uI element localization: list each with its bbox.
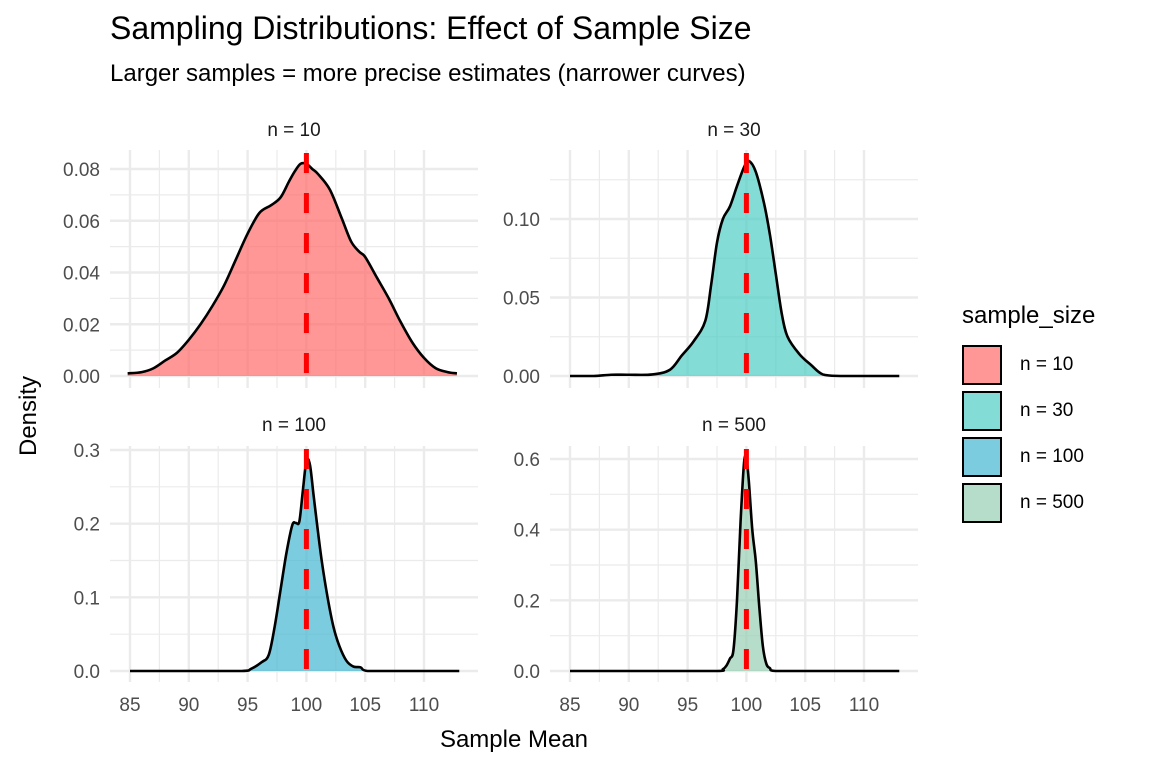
x-tick-label: 110: [409, 695, 439, 716]
y-tick-label: 0.2: [514, 591, 540, 612]
x-tick-label: 90: [618, 695, 639, 716]
density-area: [127, 163, 457, 376]
y-tick-label: 0.0: [514, 662, 540, 683]
facet-panel-n10: 0.00 0.02 0.04 0.06 0.08 n = 10: [63, 120, 478, 388]
legend-title: sample_size: [962, 302, 1096, 329]
facet-panel-n30: 0.00 0.05 0.10 n = 30: [503, 120, 918, 388]
legend-key-n100: [962, 437, 1002, 477]
facet-strip-label: n = 500: [702, 415, 766, 436]
density-area: [130, 458, 460, 671]
x-tick-label: 100: [291, 695, 323, 716]
facet-panels: 0.00 0.02 0.04 0.06 0.08 n = 10 0.00 0.05 0.10 n …: [63, 120, 918, 716]
facet-strip-label: n = 30: [707, 120, 760, 141]
y-tick-label: 0.00: [63, 367, 100, 388]
facet-strip-label: n = 100: [262, 415, 326, 436]
legend-key-n10: [962, 345, 1002, 385]
y-tick-label: 0.04: [63, 264, 100, 285]
facet-panel-n100: 0.0 0.1 0.2 0.3 85 90 95 100 105 110 n = 100: [74, 415, 478, 716]
x-tick-label: 110: [849, 695, 879, 716]
legend-label-n30: n = 30: [1020, 400, 1074, 421]
y-tick-label: 0.4: [514, 521, 541, 542]
y-tick-label: 0.08: [63, 160, 100, 181]
legend-key-n500: [962, 483, 1002, 523]
legend: sample_size n = 10 n = 30 n = 100 n = 50…: [962, 302, 1095, 526]
y-tick-label: 0.2: [74, 515, 100, 536]
legend-key-n30: [962, 391, 1002, 431]
density-curve: [570, 159, 900, 378]
x-tick-label: 90: [178, 695, 199, 716]
x-axis-label: Sample Mean: [440, 726, 588, 753]
y-tick-label: 0.00: [503, 367, 540, 388]
density-curve: [127, 161, 458, 375]
legend-item-n30: n = 30: [962, 388, 1095, 434]
legend-item-n10: n = 10: [962, 342, 1095, 388]
facet-panel-n500: 0.0 0.2 0.4 0.6 85 90 95 100 105 110 n = 500: [514, 415, 918, 716]
y-tick-label: 0.06: [63, 212, 100, 233]
x-tick-label: 105: [349, 695, 381, 716]
chart-subtitle: Larger samples = more precise estimates …: [110, 60, 746, 87]
legend-label-n10: n = 10: [1020, 354, 1074, 375]
legend-label-n500: n = 500: [1020, 492, 1084, 513]
facet-strip-label: n = 10: [267, 120, 320, 141]
legend-label-n100: n = 100: [1020, 446, 1084, 467]
x-tick-label: 100: [731, 695, 763, 716]
y-axis-label: Density: [15, 376, 42, 456]
x-tick-label: 85: [559, 695, 580, 716]
chart-title: Sampling Distributions: Effect of Sample…: [110, 10, 752, 46]
y-tick-label: 0.1: [74, 588, 100, 609]
x-tick-label: 95: [237, 695, 258, 716]
legend-item-n500: n = 500: [962, 480, 1095, 526]
y-tick-label: 0.0: [74, 662, 100, 683]
y-tick-label: 0.05: [503, 289, 540, 310]
x-tick-label: 85: [119, 695, 140, 716]
legend-item-n100: n = 100: [962, 434, 1095, 480]
y-tick-label: 0.6: [514, 450, 540, 471]
y-tick-label: 0.02: [63, 315, 100, 336]
density-curve: [570, 454, 900, 673]
x-tick-label: 95: [677, 695, 698, 716]
x-tick-label: 105: [789, 695, 821, 716]
y-tick-label: 0.3: [74, 441, 100, 462]
density-area: [570, 160, 900, 376]
y-tick-label: 0.10: [503, 210, 540, 231]
